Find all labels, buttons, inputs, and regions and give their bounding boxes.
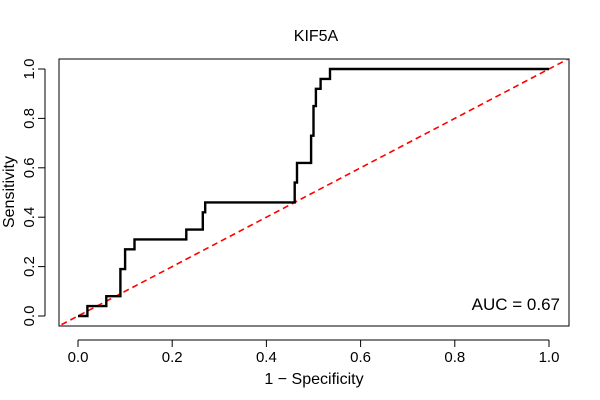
x-tick-label: 0.0 [68,349,89,366]
x-tick-label: 1.0 [539,349,560,366]
y-tick-label: 0.4 [21,207,38,228]
x-tick-label: 0.6 [350,349,371,366]
y-tick-label: 1.0 [21,59,38,80]
y-tick-label: 0.6 [21,157,38,178]
y-axis: 0.0 0.2 0.4 0.6 0.8 1.0 [21,59,46,327]
y-tick-label: 0.2 [21,256,38,277]
chart-title: KIF5A [294,28,339,45]
x-tick-label: 0.2 [162,349,183,366]
auc-annotation: AUC = 0.67 [472,295,560,314]
x-tick-label: 0.8 [444,349,465,366]
plot-frame [58,58,570,327]
series-layer [61,58,569,326]
y-tick-label: 0.0 [21,306,38,327]
x-axis: 0.0 0.2 0.4 0.6 0.8 1.0 [68,339,560,366]
x-axis-label: 1 − Specificity [264,371,363,388]
y-axis-label: Sensitivity [1,156,18,228]
reference-diagonal-line [61,58,569,326]
x-tick-label: 0.4 [256,349,277,366]
y-tick-label: 0.8 [21,108,38,129]
roc-curve-line [78,67,549,318]
